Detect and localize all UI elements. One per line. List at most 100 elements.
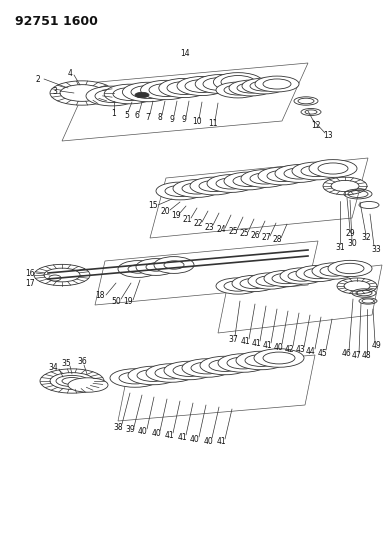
- Text: 34: 34: [48, 362, 58, 372]
- Text: 12: 12: [311, 120, 321, 130]
- Ellipse shape: [159, 78, 209, 98]
- Ellipse shape: [182, 359, 232, 377]
- Ellipse shape: [95, 90, 129, 102]
- Ellipse shape: [113, 87, 147, 100]
- Ellipse shape: [258, 167, 306, 185]
- Ellipse shape: [216, 278, 260, 294]
- Text: 7: 7: [146, 112, 151, 122]
- Ellipse shape: [190, 177, 238, 195]
- Text: 41: 41: [262, 342, 272, 351]
- Ellipse shape: [146, 263, 166, 271]
- Ellipse shape: [128, 265, 148, 273]
- Ellipse shape: [118, 261, 158, 277]
- Ellipse shape: [320, 266, 348, 276]
- Ellipse shape: [131, 85, 165, 99]
- Ellipse shape: [288, 271, 316, 281]
- Ellipse shape: [312, 263, 356, 279]
- Text: 49: 49: [371, 341, 381, 350]
- Ellipse shape: [221, 76, 255, 88]
- Text: 33: 33: [371, 245, 381, 254]
- Ellipse shape: [209, 360, 241, 372]
- Ellipse shape: [110, 369, 160, 387]
- Ellipse shape: [267, 171, 297, 182]
- Ellipse shape: [328, 260, 372, 277]
- Ellipse shape: [135, 92, 149, 98]
- Ellipse shape: [232, 276, 276, 292]
- Ellipse shape: [237, 83, 265, 93]
- Ellipse shape: [323, 177, 367, 195]
- Text: 32: 32: [361, 233, 371, 243]
- Text: 20: 20: [160, 206, 170, 215]
- Ellipse shape: [309, 159, 357, 177]
- Text: 6: 6: [135, 111, 139, 120]
- Ellipse shape: [164, 261, 184, 269]
- Ellipse shape: [173, 180, 221, 197]
- Text: 16: 16: [25, 269, 35, 278]
- Text: 40: 40: [203, 437, 213, 446]
- Ellipse shape: [336, 263, 364, 273]
- Text: 17: 17: [25, 279, 35, 287]
- Ellipse shape: [296, 265, 340, 281]
- Ellipse shape: [155, 367, 187, 379]
- Ellipse shape: [86, 86, 138, 106]
- Ellipse shape: [44, 268, 80, 282]
- Ellipse shape: [137, 369, 169, 382]
- Ellipse shape: [136, 259, 176, 276]
- Text: 4: 4: [68, 69, 73, 77]
- Text: 40: 40: [273, 343, 283, 351]
- Text: 37: 37: [228, 335, 238, 343]
- Text: 19: 19: [171, 212, 181, 221]
- Text: 41: 41: [240, 337, 250, 346]
- Text: 19: 19: [123, 297, 133, 306]
- Ellipse shape: [207, 175, 255, 192]
- Ellipse shape: [301, 165, 331, 176]
- Text: 25: 25: [228, 228, 238, 237]
- Ellipse shape: [60, 85, 104, 101]
- Ellipse shape: [250, 81, 278, 91]
- Ellipse shape: [50, 373, 94, 390]
- Ellipse shape: [224, 281, 252, 291]
- Text: 21: 21: [182, 215, 192, 224]
- Ellipse shape: [195, 75, 245, 93]
- Ellipse shape: [185, 79, 219, 92]
- Text: 2: 2: [36, 75, 41, 84]
- Text: 35: 35: [61, 359, 71, 368]
- Ellipse shape: [233, 175, 263, 187]
- Ellipse shape: [141, 80, 191, 100]
- Text: 46: 46: [342, 350, 352, 359]
- Ellipse shape: [200, 356, 250, 375]
- Ellipse shape: [254, 349, 304, 367]
- Ellipse shape: [156, 182, 204, 200]
- Ellipse shape: [292, 162, 340, 180]
- Text: 24: 24: [216, 225, 226, 235]
- Text: 1: 1: [112, 109, 116, 117]
- Ellipse shape: [199, 181, 229, 191]
- Text: 10: 10: [192, 117, 202, 126]
- Ellipse shape: [227, 357, 259, 369]
- Text: 40: 40: [138, 427, 148, 437]
- Text: 50: 50: [111, 296, 121, 305]
- Ellipse shape: [165, 185, 195, 197]
- Text: 18: 18: [95, 292, 105, 301]
- Ellipse shape: [224, 85, 252, 95]
- Ellipse shape: [149, 84, 183, 96]
- Text: 31: 31: [335, 243, 345, 252]
- Ellipse shape: [40, 369, 104, 393]
- Ellipse shape: [242, 78, 286, 94]
- Text: 14: 14: [180, 49, 190, 58]
- Ellipse shape: [284, 168, 314, 179]
- Ellipse shape: [318, 163, 348, 174]
- Ellipse shape: [331, 180, 359, 191]
- Text: 45: 45: [317, 349, 327, 358]
- Text: 40: 40: [151, 430, 161, 439]
- Ellipse shape: [49, 275, 61, 281]
- Ellipse shape: [182, 183, 212, 194]
- Ellipse shape: [272, 273, 300, 284]
- Text: 23: 23: [204, 222, 214, 231]
- Text: 11: 11: [208, 119, 218, 128]
- Ellipse shape: [245, 354, 277, 366]
- Text: 48: 48: [361, 351, 371, 360]
- Text: 8: 8: [157, 114, 163, 123]
- Ellipse shape: [122, 82, 174, 102]
- Ellipse shape: [104, 84, 156, 104]
